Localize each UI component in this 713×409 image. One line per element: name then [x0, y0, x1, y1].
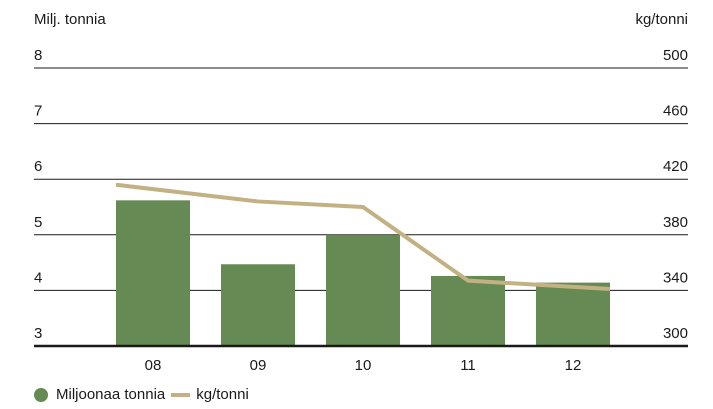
left-tick-label: 7	[34, 103, 42, 120]
right-tick-label: 460	[663, 103, 688, 120]
legend-line-label: kg/tonni	[196, 386, 249, 403]
right-axis-title: kg/tonni	[635, 11, 688, 28]
bar	[116, 200, 190, 346]
bar	[221, 264, 295, 346]
line-series	[115, 182, 611, 292]
x-tick-label: 12	[565, 357, 582, 374]
left-tick-label: 3	[34, 325, 42, 342]
right-tick-label: 340	[663, 269, 688, 286]
right-tick-label: 420	[663, 158, 688, 175]
right-tick-label: 380	[663, 214, 688, 231]
legend-item-bars: Miljoonaa tonnia	[34, 386, 165, 404]
legend: Miljoonaa tonnia kg/tonni	[34, 386, 255, 404]
x-tick-label: 10	[355, 357, 372, 374]
x-tick-label: 08	[145, 357, 162, 374]
x-axis: 08 09 10 11 12	[34, 344, 688, 374]
tick-labels: 3 300 4 340 5 380 6 420 7 460 8 500	[34, 47, 688, 342]
legend-item-line: kg/tonni	[171, 386, 249, 404]
legend-line-swatch	[171, 393, 191, 397]
bar	[326, 234, 400, 346]
left-tick-label: 4	[34, 269, 42, 286]
line-series-path	[115, 182, 611, 292]
legend-bar-label: Miljoonaa tonnia	[56, 386, 166, 403]
left-axis-title: Milj. tonnia	[34, 11, 106, 28]
x-tick-label: 11	[460, 357, 476, 374]
right-tick-label: 500	[663, 47, 688, 64]
left-tick-label: 8	[34, 47, 42, 64]
legend-bar-swatch	[34, 388, 48, 402]
bar	[536, 282, 610, 346]
right-tick-label: 300	[663, 325, 688, 342]
bar-series	[116, 200, 610, 346]
bar	[431, 275, 505, 346]
x-tick-label: 09	[250, 357, 267, 374]
left-tick-label: 6	[34, 158, 42, 175]
left-tick-label: 5	[34, 214, 42, 231]
